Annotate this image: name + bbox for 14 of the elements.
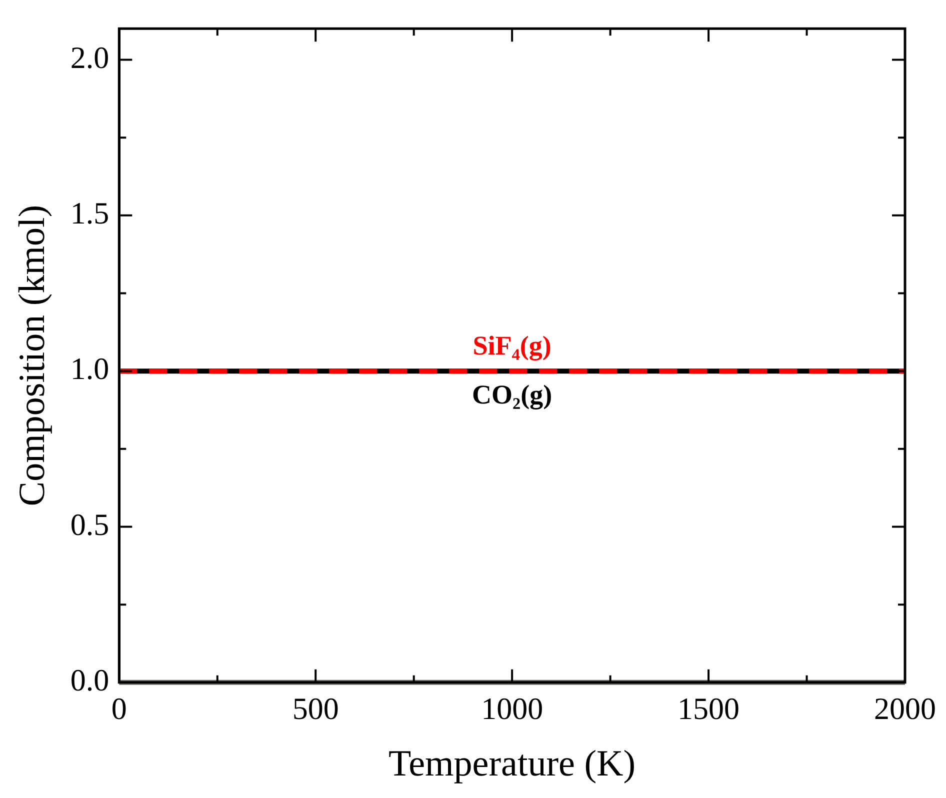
x-axis-title: Temperature (K) [388,744,636,785]
y-tick-label: 0.5 [70,506,110,542]
series-label: CO₂(g) [472,380,552,410]
y-tick-label: 2.0 [70,40,110,75]
x-tick-label: 1000 [481,691,544,726]
x-tick-label: 2000 [874,691,936,726]
series-label: SiF₄(g) [472,330,552,361]
y-tick-label: 0.0 [70,662,110,698]
x-tick-label: 1500 [678,691,740,726]
x-tick-label: 500 [292,691,339,726]
y-tick-label: 1.5 [70,196,110,231]
y-tick-label: 1.0 [70,351,110,386]
x-tick-label: 0 [111,691,127,726]
y-axis-title: Composition (kmol) [12,204,53,506]
